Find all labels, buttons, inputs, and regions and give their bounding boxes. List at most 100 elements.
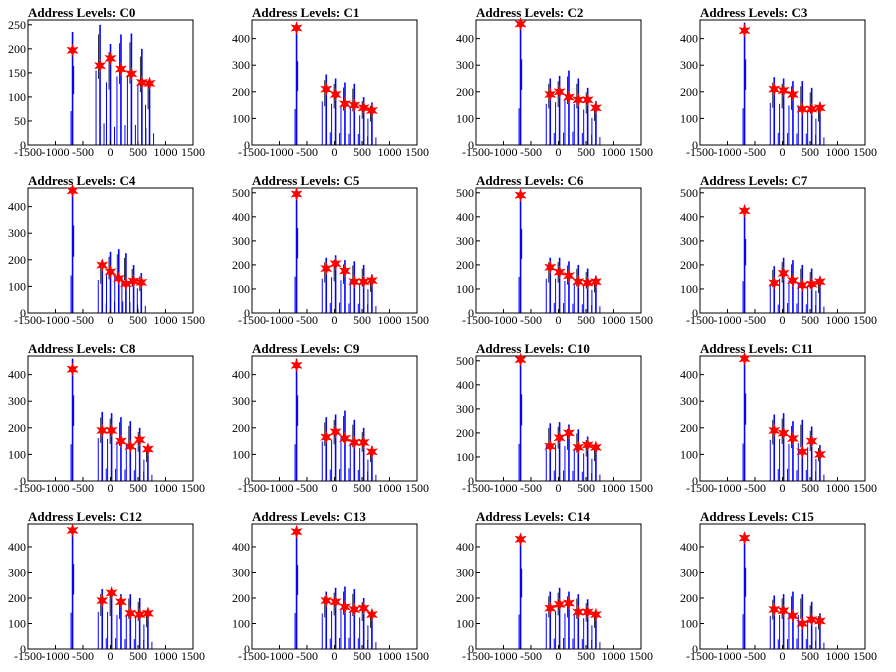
y-tick-label: 300 xyxy=(680,58,698,72)
y-tick-label: 200 xyxy=(232,258,250,272)
x-tick-label: -1500 xyxy=(238,649,266,663)
subplot: Address Levels: C8 0 100 200 300 400 -1500 -100… xyxy=(8,341,205,495)
y-tick-label: 100 xyxy=(456,111,474,125)
x-tick-label: -1500 xyxy=(462,145,490,159)
x-tick-label: 1500 xyxy=(853,649,877,663)
plot-frame xyxy=(475,523,642,650)
peak-marker xyxy=(127,274,140,289)
y-tick-label: 0 xyxy=(20,642,26,656)
peak-marker xyxy=(514,17,527,31)
plot-frame xyxy=(251,355,418,482)
x-tick-label: 500 xyxy=(577,313,595,327)
chart-title: Address Levels: C1 xyxy=(252,5,359,20)
x-tick-label: 1500 xyxy=(181,313,205,327)
y-tick-label: 0 xyxy=(244,642,250,656)
bar-peak xyxy=(135,597,145,649)
peak-marker xyxy=(365,103,378,118)
x-tick-label: 1500 xyxy=(181,649,205,663)
bar-peak xyxy=(294,191,299,313)
x-tick-label: 1500 xyxy=(181,145,205,159)
y-tick-label: 100 xyxy=(456,282,474,296)
bar-peak xyxy=(70,358,75,481)
x-tick-label: 1000 xyxy=(602,649,626,663)
y-tick-label: 50 xyxy=(14,114,26,128)
chart-title: Address Levels: C15 xyxy=(700,509,814,524)
y-tick-label: 200 xyxy=(232,85,250,99)
y-tick-label: 0 xyxy=(20,474,26,488)
subplot: Address Levels: C15 0 100 200 300 400 -1500 -10… xyxy=(680,509,877,663)
peak-marker xyxy=(813,614,826,628)
y-tick-label: 0 xyxy=(692,138,698,152)
bar-peak xyxy=(742,356,747,481)
y-tick-label: 100 xyxy=(680,616,698,630)
y-tick-label: 500 xyxy=(232,186,250,200)
subplot: Address Levels: C9 0 100 200 300 400 -1500 -100… xyxy=(232,341,429,495)
chart-title: Address Levels: C8 xyxy=(28,341,136,356)
y-tick-label: 0 xyxy=(692,642,698,656)
x-tick-label: -1500 xyxy=(686,145,714,159)
x-tick-label: 1000 xyxy=(602,313,626,327)
x-tick-label: 500 xyxy=(353,649,371,663)
peak-marker xyxy=(114,594,127,609)
x-tick-label: -1000 xyxy=(714,481,742,495)
peak-marker xyxy=(768,602,781,617)
y-tick-label: 400 xyxy=(456,540,474,554)
peak-marker xyxy=(581,438,594,452)
x-tick-label: 1000 xyxy=(378,313,402,327)
bar-peak xyxy=(518,534,523,649)
bar-peak xyxy=(779,413,789,481)
chart-title: Address Levels: C6 xyxy=(476,173,584,188)
y-tick-label: 200 xyxy=(680,591,698,605)
x-tick-label: -1000 xyxy=(266,313,294,327)
bar-peak xyxy=(340,82,350,145)
bar-peak xyxy=(518,357,523,481)
x-tick-label: -1000 xyxy=(42,649,70,663)
bar-peak xyxy=(583,268,593,313)
y-tick-label: 400 xyxy=(232,368,250,382)
peak-marker xyxy=(738,203,751,218)
x-tick-label: -1500 xyxy=(686,313,714,327)
peak-marker xyxy=(105,585,118,600)
subplot: Address Levels: C11 0 100 200 300 400 -1500 -10… xyxy=(680,341,877,495)
x-tick-label: 500 xyxy=(129,481,147,495)
x-tick-label: -1000 xyxy=(42,313,70,327)
peak-marker xyxy=(581,605,594,619)
y-tick-label: 0 xyxy=(468,642,474,656)
peak-marker xyxy=(125,66,138,81)
x-tick-label: -500 xyxy=(72,145,94,159)
x-tick-label: 0 xyxy=(780,649,786,663)
y-tick-label: 400 xyxy=(232,210,250,224)
bar-peak xyxy=(70,527,75,649)
x-tick-label: -1000 xyxy=(42,145,70,159)
subplot: Address Levels: C1 0 100 200 300 400 -1500 -100… xyxy=(232,5,429,159)
peak-marker xyxy=(589,440,602,455)
peak-marker xyxy=(796,444,809,459)
x-tick-label: -500 xyxy=(744,145,766,159)
plot-frame xyxy=(475,187,642,314)
y-tick-label: 400 xyxy=(456,32,474,46)
bar-peak xyxy=(573,429,583,481)
bar-peak xyxy=(116,34,126,145)
y-tick-label: 0 xyxy=(244,306,250,320)
x-tick-label: 1000 xyxy=(826,649,850,663)
peak-marker xyxy=(66,523,79,538)
peak-marker xyxy=(320,82,333,97)
x-tick-label: 0 xyxy=(332,481,338,495)
y-tick-label: 300 xyxy=(680,565,698,579)
x-tick-label: 500 xyxy=(577,145,595,159)
x-tick-label: 1500 xyxy=(629,481,653,495)
x-tick-label: 500 xyxy=(801,313,819,327)
peak-marker xyxy=(104,264,117,279)
peak-marker xyxy=(562,426,575,440)
peak-marker xyxy=(553,84,566,99)
x-tick-label: -500 xyxy=(520,649,542,663)
y-tick-label: 100 xyxy=(680,282,698,296)
bar-peak xyxy=(807,87,817,145)
x-tick-label: -1000 xyxy=(490,313,518,327)
bar-peak xyxy=(518,192,523,313)
plot-frame xyxy=(251,19,418,146)
y-tick-label: 300 xyxy=(232,565,250,579)
x-tick-label: -1500 xyxy=(14,145,42,159)
peak-marker xyxy=(290,358,303,373)
y-tick-label: 100 xyxy=(232,282,250,296)
